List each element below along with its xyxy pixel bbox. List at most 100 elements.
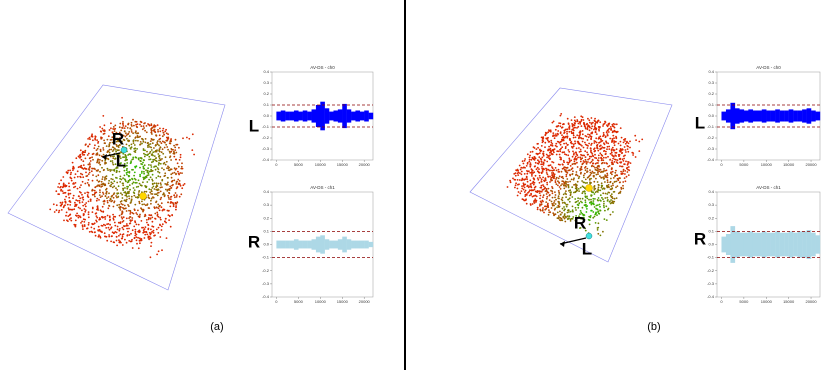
point [127, 123, 129, 125]
point [72, 162, 74, 164]
point [577, 207, 579, 209]
point [136, 126, 138, 128]
point [143, 229, 145, 231]
point [89, 166, 91, 168]
point [167, 149, 169, 151]
point [560, 217, 562, 219]
point [558, 164, 560, 166]
point [176, 168, 178, 170]
point [89, 164, 91, 166]
point [146, 181, 148, 183]
point [70, 220, 72, 222]
point [583, 175, 585, 177]
waveform-segment [771, 233, 776, 257]
point [603, 157, 605, 159]
point [587, 134, 589, 136]
point [123, 220, 125, 222]
point [526, 193, 528, 195]
point [150, 176, 152, 178]
point [136, 186, 138, 188]
y-tick-label: 0.1 [263, 102, 269, 107]
point [154, 188, 156, 190]
point [103, 203, 105, 205]
point [118, 230, 120, 232]
point [160, 184, 162, 186]
point [598, 197, 600, 199]
point [188, 138, 190, 140]
point [546, 184, 548, 186]
point [553, 121, 555, 123]
point [160, 198, 162, 200]
point [587, 139, 589, 141]
point [546, 168, 548, 170]
waveform-segment [285, 112, 290, 121]
point [170, 138, 172, 140]
point [126, 228, 128, 230]
point [554, 191, 556, 193]
point [586, 198, 588, 200]
point [106, 236, 108, 238]
point [122, 183, 124, 185]
point [564, 208, 566, 210]
point [593, 189, 595, 191]
point [102, 183, 104, 185]
point [544, 159, 546, 161]
point [563, 132, 565, 134]
point [550, 170, 552, 172]
point [72, 197, 74, 199]
point [68, 209, 70, 211]
point [561, 171, 563, 173]
point [555, 129, 557, 131]
point [573, 137, 575, 139]
point [589, 129, 591, 131]
point [532, 196, 534, 198]
point [157, 175, 159, 177]
point [539, 198, 541, 200]
side-label: R [694, 229, 706, 248]
point [116, 204, 118, 206]
point [584, 167, 586, 169]
point [153, 166, 155, 168]
waveform-segment [816, 112, 821, 121]
point [168, 167, 170, 169]
point [141, 157, 143, 159]
point [153, 186, 155, 188]
point [512, 178, 514, 180]
point [157, 171, 159, 173]
point [549, 152, 551, 154]
point [158, 183, 160, 185]
point [604, 162, 606, 164]
point [572, 211, 574, 213]
point [612, 163, 614, 165]
point [143, 141, 145, 143]
point [174, 147, 176, 149]
point [537, 177, 539, 179]
point [583, 119, 585, 121]
point [597, 165, 599, 167]
point [147, 203, 149, 205]
point [618, 143, 620, 145]
point [575, 184, 577, 186]
point [125, 132, 127, 134]
point [616, 161, 618, 163]
waveform-segment [726, 234, 731, 255]
point [96, 149, 98, 151]
point [148, 156, 150, 158]
point [560, 123, 562, 125]
point [134, 172, 136, 174]
point [529, 159, 531, 161]
point [598, 186, 600, 188]
point [585, 201, 587, 203]
point [565, 190, 567, 192]
point [88, 216, 90, 218]
point [139, 231, 141, 233]
point [603, 168, 605, 170]
point [586, 123, 588, 125]
point [592, 198, 594, 200]
point [179, 180, 181, 182]
point [126, 168, 128, 170]
point [165, 144, 167, 146]
waveform-segment [762, 109, 767, 122]
point [99, 194, 101, 196]
point [543, 212, 545, 214]
